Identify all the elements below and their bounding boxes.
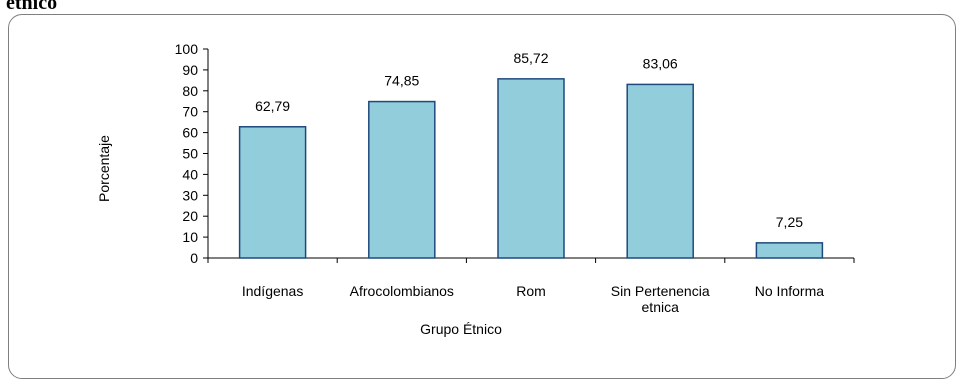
- category-label-line: Afrocolombianos: [350, 283, 454, 299]
- category-label-line: etnica: [642, 299, 680, 315]
- category-label: Rom: [516, 283, 546, 299]
- y-tick-label: 20: [182, 208, 198, 224]
- y-tick-label: 50: [182, 146, 198, 162]
- y-axis: 0 10 20 30 40 50 60 70 80 90 100: [175, 41, 209, 266]
- chart-frame: [8, 14, 956, 379]
- category-label: Afrocolombianos: [350, 283, 454, 299]
- y-tick-label: 70: [182, 104, 198, 120]
- category-label: Indígenas: [242, 283, 304, 299]
- category-label: Sin Pertenencia etnica: [611, 283, 710, 315]
- y-tick-label: 30: [182, 187, 198, 203]
- x-axis-title: Grupo Étnico: [420, 321, 502, 337]
- bar: [755, 242, 824, 259]
- y-tick-label: 60: [182, 125, 198, 141]
- category-label-line: Indígenas: [242, 283, 304, 299]
- category-labels: Indígenas Afrocolombianos Rom Sin Pertenenc…: [242, 283, 824, 315]
- bar: [497, 78, 565, 259]
- data-label: 74,85: [384, 73, 419, 89]
- y-tick-label: 0: [190, 250, 198, 266]
- data-label: 85,72: [513, 50, 548, 66]
- bars: [238, 78, 824, 259]
- data-label: 83,06: [643, 55, 678, 71]
- y-tick-label: 90: [182, 62, 198, 78]
- y-axis-title: Porcentaje: [96, 135, 112, 202]
- bar: [368, 100, 436, 259]
- category-label-line: Sin Pertenencia: [611, 283, 710, 299]
- y-tick-label: 40: [182, 166, 198, 182]
- data-labels: 62,79 74,85 85,72 83,06 7,25: [255, 50, 803, 230]
- heading-fragment: etnico: [6, 0, 58, 14]
- y-tick-label: 80: [182, 83, 198, 99]
- data-label: 7,25: [776, 214, 803, 230]
- bar: [238, 126, 307, 259]
- category-label: No Informa: [755, 283, 824, 299]
- data-label: 62,79: [255, 98, 290, 114]
- bar: [626, 83, 694, 259]
- y-tick-label: 100: [175, 41, 199, 57]
- category-label-line: Rom: [516, 283, 546, 299]
- category-label-line: No Informa: [755, 283, 824, 299]
- y-tick-label: 10: [182, 229, 198, 245]
